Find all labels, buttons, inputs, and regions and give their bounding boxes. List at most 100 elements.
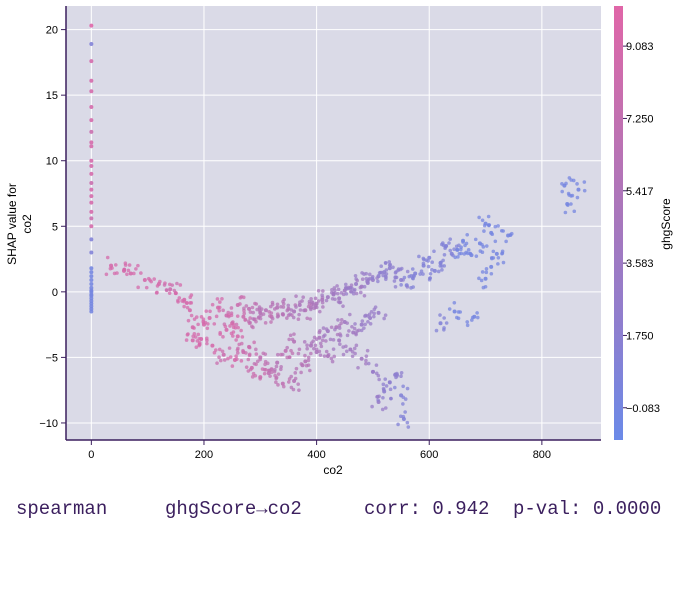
data-point — [324, 327, 329, 331]
data-point — [330, 287, 334, 292]
data-point — [265, 361, 270, 366]
data-points — [89, 23, 587, 429]
data-point — [430, 268, 434, 272]
data-point — [582, 180, 587, 184]
data-point — [308, 317, 313, 321]
data-point — [199, 315, 204, 319]
data-point — [146, 276, 151, 281]
data-point — [427, 255, 432, 260]
data-point — [276, 314, 281, 318]
data-point — [459, 245, 463, 249]
data-point — [359, 356, 364, 361]
data-point — [172, 288, 177, 293]
data-point — [208, 309, 212, 314]
data-point — [421, 261, 426, 266]
data-point — [352, 326, 357, 331]
data-point — [392, 279, 397, 283]
data-point — [299, 362, 304, 366]
data-point — [275, 360, 280, 365]
data-point — [350, 286, 354, 291]
data-point — [405, 420, 410, 425]
data-point — [235, 357, 239, 362]
data-point — [89, 171, 94, 176]
data-point — [176, 300, 180, 304]
data-point — [229, 306, 234, 310]
data-point — [234, 338, 238, 342]
data-point — [186, 318, 191, 323]
data-point — [569, 202, 573, 206]
data-point — [297, 347, 302, 352]
data-point — [399, 370, 404, 375]
data-point — [575, 182, 579, 186]
data-point — [177, 296, 182, 300]
data-point — [221, 308, 225, 313]
data-point — [289, 308, 294, 312]
data-point — [263, 367, 268, 372]
data-point — [217, 305, 222, 310]
data-point — [349, 283, 354, 287]
data-point — [309, 296, 313, 301]
data-point — [212, 350, 217, 355]
data-point — [366, 361, 371, 366]
data-point — [560, 189, 564, 194]
data-point — [380, 407, 385, 412]
data-point — [441, 241, 445, 245]
data-point — [228, 324, 232, 328]
data-point — [286, 380, 291, 384]
data-point — [255, 359, 260, 364]
data-point — [89, 278, 94, 283]
grid-lines — [66, 6, 601, 440]
data-point — [175, 281, 179, 286]
data-point — [475, 315, 480, 320]
data-point — [214, 314, 219, 319]
data-point — [263, 352, 268, 356]
data-point — [89, 42, 94, 47]
data-point — [490, 256, 494, 261]
colorbar-label: ghgScore — [659, 198, 673, 250]
data-point — [348, 347, 353, 352]
colorbar-tick-label: 5.417 — [626, 186, 654, 198]
data-point — [294, 366, 299, 371]
data-point — [188, 295, 193, 300]
data-point — [238, 295, 243, 300]
data-point — [89, 274, 94, 279]
data-point — [455, 247, 459, 252]
data-point — [164, 288, 169, 293]
data-point — [442, 316, 446, 320]
y-tick-label: −10 — [39, 418, 58, 430]
data-point — [373, 305, 378, 309]
data-point — [496, 255, 501, 260]
data-point — [197, 343, 201, 348]
data-point — [302, 308, 306, 313]
data-point — [296, 351, 301, 356]
data-point — [465, 251, 470, 256]
data-point — [466, 248, 471, 252]
data-point — [432, 249, 436, 254]
data-point — [188, 301, 192, 305]
data-point — [173, 291, 178, 296]
data-point — [483, 285, 488, 289]
data-point — [570, 193, 575, 198]
data-point — [313, 343, 318, 348]
data-point — [448, 248, 453, 253]
data-point — [298, 300, 302, 304]
data-point — [89, 209, 94, 214]
data-point — [328, 337, 333, 342]
data-point — [333, 288, 337, 293]
data-point — [459, 251, 464, 256]
data-point — [358, 285, 363, 290]
data-point — [384, 272, 389, 276]
x-tick-label: 200 — [195, 449, 213, 461]
data-point — [89, 104, 94, 109]
data-point — [167, 282, 172, 287]
data-point — [303, 359, 308, 364]
data-point — [308, 368, 312, 373]
data-point — [243, 318, 247, 322]
data-point — [123, 263, 128, 267]
data-point — [405, 269, 410, 274]
data-point — [363, 322, 367, 327]
data-point — [204, 309, 209, 313]
data-point — [325, 295, 330, 300]
data-point — [335, 284, 339, 288]
data-point — [364, 361, 368, 366]
